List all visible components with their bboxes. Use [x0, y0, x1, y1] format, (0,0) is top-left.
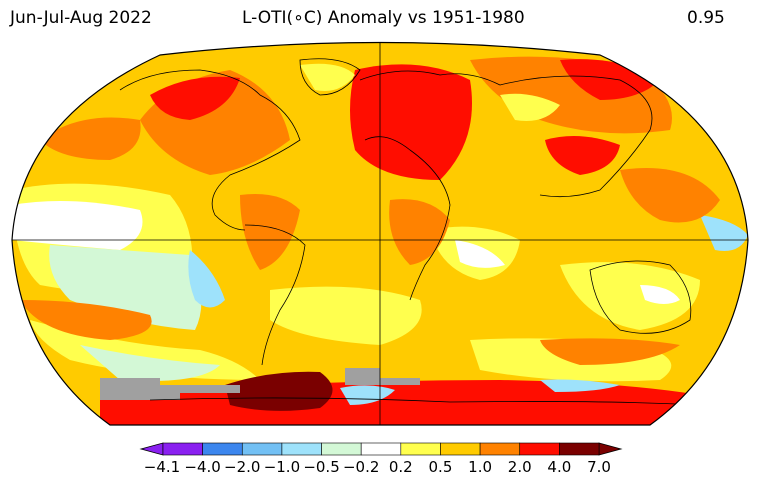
east-pacific-cool-patch: [700, 215, 748, 251]
greenland-mild-patch: [300, 63, 355, 91]
greenland-coastline: [299, 58, 361, 96]
colorbar-swatches: [139, 442, 623, 456]
humboldt-cool-region: [188, 250, 225, 308]
colorbar-tick-label: −1.0: [264, 458, 300, 476]
south-america-coastline: [244, 224, 306, 366]
colorbar-swatch: [479, 442, 521, 456]
southeast-pacific-cool-region: [49, 245, 202, 330]
southern-ocean-cool-patch: [80, 345, 220, 381]
north-america-coastline: [119, 69, 301, 231]
colorbar-tick-label: −4.0: [184, 458, 220, 476]
colorbar-swatch: [241, 442, 283, 456]
north-pacific-warm-region: [40, 117, 141, 160]
colorbar-tick-label: −0.5: [303, 458, 339, 476]
colorbar-tick-label: 7.0: [587, 458, 611, 476]
colorbar-ticks: −4.1 −4.0 −2.0 −1.0 −0.5 −0.2 0.2 0.5 1.0 2.0 4.0 7…: [144, 458, 611, 476]
colorbar-swatch: [440, 442, 481, 456]
colorbar-swatch: [559, 442, 600, 456]
antarctic-coast-cool-patch: [540, 379, 620, 392]
eurasia-coastline: [359, 70, 653, 198]
south-indian-warm-band: [540, 338, 680, 365]
colorbar-tick-label: 1.0: [468, 458, 492, 476]
colorbar-tick-label: 2.0: [508, 458, 532, 476]
australia-coastline: [589, 260, 692, 334]
antarctica-extreme-hot-region: [225, 371, 333, 411]
colorbar-over-arrow: [598, 442, 623, 456]
southwest-pacific-warm-band: [20, 300, 152, 340]
colorbar-tick-label: 0.5: [429, 458, 453, 476]
colorbar-swatch: [519, 442, 560, 456]
antarctica-coastline: [149, 397, 701, 406]
pacific-neutral-region: [12, 201, 143, 250]
europe-hot-region: [350, 64, 472, 180]
australia-mild-region: [560, 262, 700, 330]
no-data-region-west: [100, 378, 240, 400]
globe-outline: [11, 41, 749, 426]
west-siberia-mild-patch: [500, 93, 560, 121]
colorbar-swatch: [400, 442, 441, 456]
colorbar-tick-label: 0.2: [389, 458, 413, 476]
west-pacific-warm-region: [620, 168, 720, 223]
colorbar-tick-label: 4.0: [547, 458, 571, 476]
colorbar-tick-label: −4.1: [144, 458, 180, 476]
south-atlantic-mild-region: [270, 286, 422, 345]
coastlines: [119, 58, 701, 406]
global-mean-value: 0.95: [687, 8, 725, 28]
colorbar-swatch: [321, 442, 362, 456]
south-america-warm-region: [240, 194, 300, 270]
colorbar-swatch: [162, 442, 203, 456]
antarctica-cool-patch: [340, 385, 395, 405]
colorbar-swatch: [281, 442, 322, 456]
north-america-hot-region: [150, 76, 240, 120]
australia-neutral-patch: [640, 285, 680, 304]
map-title: L-OTI(∘C) Anomaly vs 1951-1980: [242, 8, 525, 28]
colorbar-tick-label: −0.2: [343, 458, 379, 476]
no-data-region-central: [345, 368, 420, 385]
africa-warm-region: [389, 199, 450, 265]
colorbar-under-arrow: [139, 442, 164, 456]
colorbar-swatch: [360, 442, 402, 456]
central-asia-hot-region: [545, 136, 620, 175]
indian-ocean-neutral-patch: [455, 240, 505, 268]
colorbar-swatch: [202, 442, 243, 456]
period-label: Jun-Jul-Aug 2022: [10, 8, 152, 28]
africa-coastline: [364, 136, 451, 301]
colorbar-tick-label: −2.0: [224, 458, 260, 476]
